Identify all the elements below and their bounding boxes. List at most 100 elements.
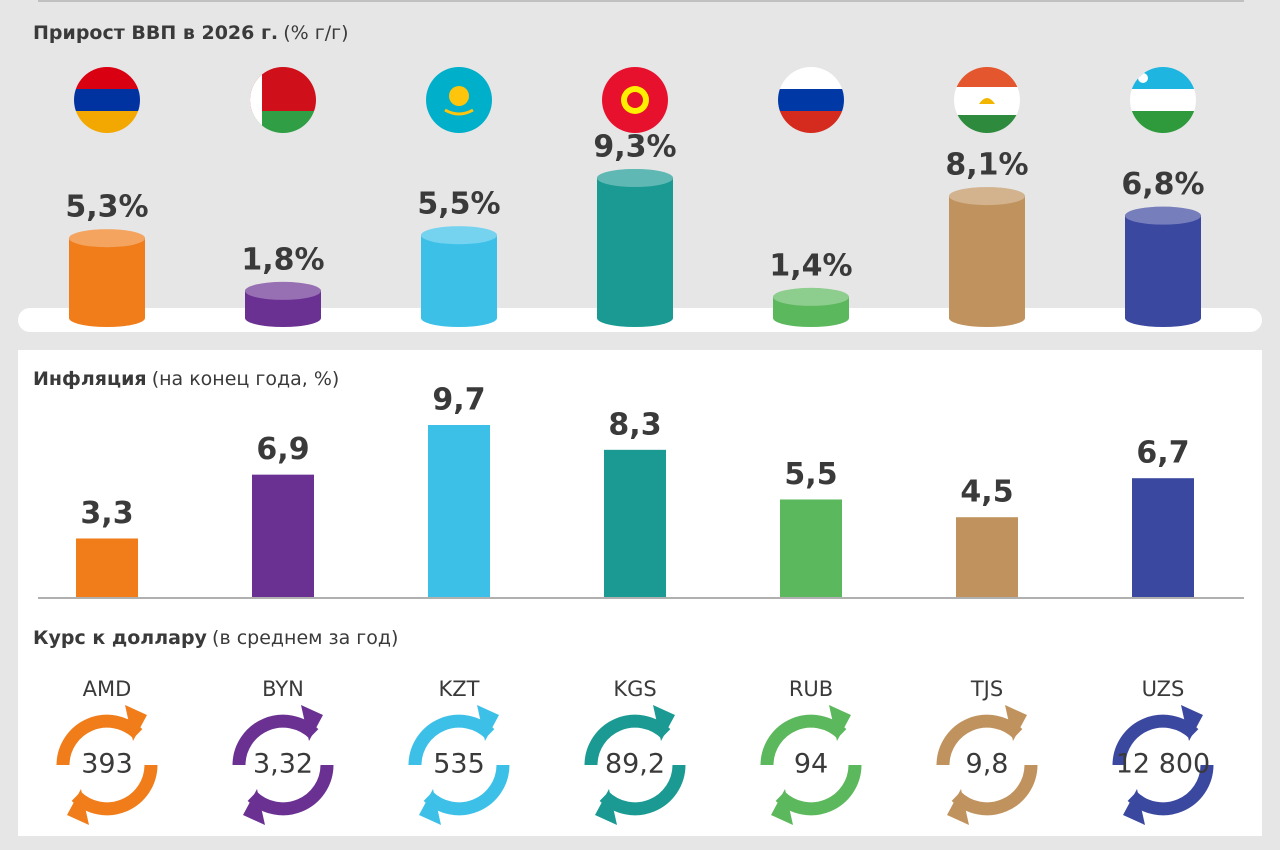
value-label: 6,7	[1136, 436, 1189, 471]
cycle-arc	[71, 764, 158, 816]
cycle-arrow	[947, 789, 969, 825]
subtitle: (в среднем за год)	[212, 627, 398, 649]
flag	[250, 67, 316, 133]
cylinder-top-shade	[245, 281, 321, 300]
bar	[252, 474, 314, 597]
cycle-arrow	[1005, 705, 1027, 741]
cylinder-top	[1125, 206, 1201, 225]
subtitle: (на конец года, %)	[152, 368, 340, 390]
cylinder-top-shade	[421, 226, 497, 245]
flag	[778, 67, 844, 133]
value-label: 393	[81, 749, 133, 780]
cycle-arc	[599, 764, 686, 816]
cylinder-top-shade	[773, 287, 849, 306]
cycle-arrow	[771, 789, 793, 825]
value-label: 5,3%	[65, 190, 148, 225]
cylinder-top-shade	[69, 229, 145, 248]
title: Курс к доллару (в среднем за год)	[33, 627, 398, 649]
cylinder-top-shade	[949, 187, 1025, 206]
bar	[780, 499, 842, 597]
value-label: 1,8%	[241, 242, 324, 277]
currency-label: UZS	[1142, 677, 1185, 701]
cycle-arc	[1127, 764, 1214, 816]
cylinder	[1125, 215, 1201, 318]
cycle-arc	[1112, 714, 1199, 766]
cycle-arrow	[301, 705, 323, 741]
title: Инфляция (на конец года, %)	[33, 368, 339, 390]
cycle-arrow	[653, 705, 675, 741]
title: Прирост ВВП в 2026 г. (% г/г)	[33, 22, 349, 44]
subtitle: (% г/г)	[283, 22, 348, 44]
cycle-arc	[56, 714, 143, 766]
plot: 5,3% 1,8% 5,5% 9,3% 1,4% 8,1% 6,8% 3,3 6,9 9,7 8,3…	[56, 130, 1214, 825]
title-text: Инфляция	[33, 368, 147, 390]
cycle-arrow	[243, 789, 265, 825]
bar	[428, 425, 490, 597]
cycle-arrow	[829, 705, 851, 741]
currency-label: TJS	[970, 677, 1003, 701]
value-label: 94	[794, 749, 828, 780]
value-label: 12 800	[1116, 749, 1210, 780]
flag	[1130, 67, 1196, 133]
cycle-arc	[584, 714, 671, 766]
bar	[1132, 478, 1194, 597]
cylinder	[421, 235, 497, 318]
cycle-arrow	[477, 705, 499, 741]
flag	[602, 67, 668, 133]
cylinder-top	[245, 281, 321, 300]
cylinder-top	[421, 226, 497, 245]
bar	[956, 517, 1018, 597]
value-label: 535	[433, 749, 485, 780]
currency-label: BYN	[262, 677, 304, 701]
cylinder	[597, 178, 673, 318]
title-text: Прирост ВВП в 2026 г.	[33, 22, 278, 44]
cylinder-top	[69, 229, 145, 248]
value-label: 6,8%	[1121, 167, 1204, 202]
cylinder-top-shade	[1125, 206, 1201, 225]
value-label: 89,2	[605, 749, 665, 780]
currency-label: KGS	[613, 677, 656, 701]
flag	[954, 67, 1020, 133]
cycle-arrow	[67, 789, 89, 825]
bar	[604, 449, 666, 597]
value-label: 9,8	[966, 749, 1009, 780]
title-text: Курс к доллару	[33, 627, 208, 649]
cycle-arc	[247, 764, 334, 816]
value-label: 8,3	[608, 407, 661, 442]
currency-label: KZT	[439, 677, 480, 701]
value-label: 8,1%	[945, 148, 1028, 183]
cycle-arc	[775, 764, 862, 816]
cycle-arc	[408, 714, 495, 766]
cycle-arc	[936, 714, 1023, 766]
cycle-arrow	[419, 789, 441, 825]
cycle-arrow	[1123, 789, 1145, 825]
cycle-arrow	[1181, 705, 1203, 741]
currency-label: AMD	[83, 677, 132, 701]
cycle-arrow	[595, 789, 617, 825]
flags	[74, 67, 1196, 133]
bar	[76, 538, 138, 597]
cylinder-top	[597, 169, 673, 187]
cylinder	[949, 196, 1025, 318]
flag	[426, 67, 492, 133]
cycle-arc	[760, 714, 847, 766]
value-label: 6,9	[256, 432, 309, 467]
value-label: 9,7	[432, 383, 485, 418]
cylinder-top-shade	[597, 169, 673, 187]
cylinder-top	[949, 187, 1025, 206]
cylinder	[69, 238, 145, 318]
value-label: 3,32	[253, 749, 313, 780]
cycle-arc	[232, 714, 319, 766]
currency-label: RUB	[789, 677, 833, 701]
value-label: 4,5	[960, 475, 1013, 510]
value-label: 9,3%	[593, 130, 676, 165]
cycle-arrow	[125, 705, 147, 741]
value-label: 1,4%	[769, 248, 852, 283]
value-label: 3,3	[80, 496, 133, 531]
cylinder-top	[773, 287, 849, 306]
cycle-arc	[423, 764, 510, 816]
cycle-arc	[951, 764, 1038, 816]
value-label: 5,5	[784, 457, 837, 492]
value-label: 5,5%	[417, 187, 500, 222]
